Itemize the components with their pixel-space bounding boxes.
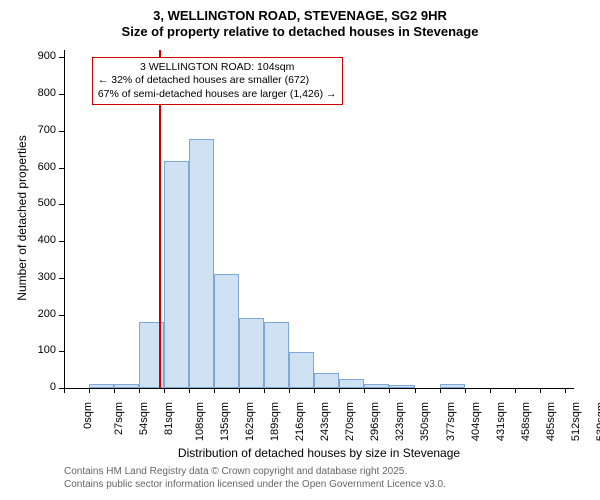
y-tick xyxy=(59,315,64,316)
x-tick-label: 189sqm xyxy=(269,402,281,441)
x-tick-label: 323sqm xyxy=(395,402,407,441)
histogram-bar xyxy=(239,318,264,388)
x-axis-line xyxy=(64,388,574,389)
x-tick xyxy=(139,388,140,393)
x-tick-label: 108sqm xyxy=(194,402,206,441)
y-axis-line xyxy=(64,50,65,388)
footer-attribution: Contains HM Land Registry data © Crown c… xyxy=(64,466,446,491)
chart-title-line1: 3, WELLINGTON ROAD, STEVENAGE, SG2 9HR xyxy=(0,8,600,23)
x-tick xyxy=(189,388,190,393)
histogram-bar xyxy=(264,322,289,388)
x-tick xyxy=(415,388,416,393)
x-tick-label: 512sqm xyxy=(570,402,582,441)
x-tick xyxy=(89,388,90,393)
x-tick-label: 350sqm xyxy=(420,402,432,441)
x-tick xyxy=(540,388,541,393)
annotation-box: 3 WELLINGTON ROAD: 104sqm← 32% of detach… xyxy=(92,57,343,104)
histogram-bar xyxy=(339,379,364,388)
x-tick-label: 81sqm xyxy=(163,402,175,435)
annotation-line: ← 32% of detached houses are smaller (67… xyxy=(98,74,337,87)
x-tick xyxy=(264,388,265,393)
x-tick-label: 243sqm xyxy=(319,402,331,441)
y-tick-label: 400 xyxy=(0,234,56,246)
x-tick xyxy=(465,388,466,393)
histogram-bar xyxy=(440,384,465,388)
y-tick-label: 500 xyxy=(0,197,56,209)
x-tick xyxy=(239,388,240,393)
footer-line1: Contains HM Land Registry data © Crown c… xyxy=(64,466,446,479)
y-tick xyxy=(59,204,64,205)
x-tick-label: 431sqm xyxy=(495,402,507,441)
y-tick-label: 100 xyxy=(0,344,56,356)
x-tick xyxy=(314,388,315,393)
annotation-line: 67% of semi-detached houses are larger (… xyxy=(98,88,337,101)
x-tick-label: 162sqm xyxy=(244,402,256,441)
histogram-bar xyxy=(389,385,414,388)
y-tick xyxy=(59,241,64,242)
histogram-bar xyxy=(164,161,189,388)
x-tick-label: 135sqm xyxy=(219,402,231,441)
y-tick-label: 200 xyxy=(0,308,56,320)
x-tick-label: 404sqm xyxy=(470,402,482,441)
y-tick-label: 300 xyxy=(0,271,56,283)
x-tick xyxy=(389,388,390,393)
x-tick-label: 27sqm xyxy=(113,402,125,435)
y-tick xyxy=(59,278,64,279)
histogram-bar xyxy=(289,352,314,388)
x-tick-label: 270sqm xyxy=(345,402,357,441)
y-tick-label: 800 xyxy=(0,87,56,99)
y-tick xyxy=(59,94,64,95)
histogram-bar xyxy=(114,384,139,388)
x-axis-label: Distribution of detached houses by size … xyxy=(64,446,574,460)
x-tick-label: 458sqm xyxy=(520,402,532,441)
y-tick xyxy=(59,351,64,352)
y-tick-label: 0 xyxy=(0,381,56,393)
histogram-bar xyxy=(214,274,239,388)
y-axis-label: Number of detached properties xyxy=(15,118,29,318)
y-tick-label: 700 xyxy=(0,124,56,136)
x-tick xyxy=(214,388,215,393)
x-tick-label: 54sqm xyxy=(138,402,150,435)
x-tick xyxy=(364,388,365,393)
x-tick-label: 296sqm xyxy=(370,402,382,441)
x-tick-label: 485sqm xyxy=(545,402,557,441)
y-tick-label: 600 xyxy=(0,161,56,173)
x-tick-label: 539sqm xyxy=(595,402,600,441)
y-tick xyxy=(59,57,64,58)
x-tick xyxy=(565,388,566,393)
y-tick xyxy=(59,168,64,169)
x-tick xyxy=(114,388,115,393)
x-tick xyxy=(64,388,65,393)
chart-container: { "title": { "line1": "3, WELLINGTON ROA… xyxy=(0,0,600,500)
x-tick xyxy=(490,388,491,393)
x-tick xyxy=(515,388,516,393)
x-tick-label: 377sqm xyxy=(445,402,457,441)
histogram-bar xyxy=(189,139,214,388)
x-tick-label: 216sqm xyxy=(294,402,306,441)
annotation-line: 3 WELLINGTON ROAD: 104sqm xyxy=(98,61,337,74)
x-tick xyxy=(289,388,290,393)
histogram-bar xyxy=(364,384,389,388)
x-tick xyxy=(164,388,165,393)
histogram-bar xyxy=(314,373,339,388)
x-tick xyxy=(440,388,441,393)
y-tick xyxy=(59,131,64,132)
y-tick-label: 900 xyxy=(0,50,56,62)
chart-title-line2: Size of property relative to detached ho… xyxy=(0,24,600,39)
x-tick-label: 0sqm xyxy=(82,402,94,429)
histogram-bar xyxy=(89,384,114,388)
footer-line2: Contains public sector information licen… xyxy=(64,479,446,492)
x-tick xyxy=(339,388,340,393)
